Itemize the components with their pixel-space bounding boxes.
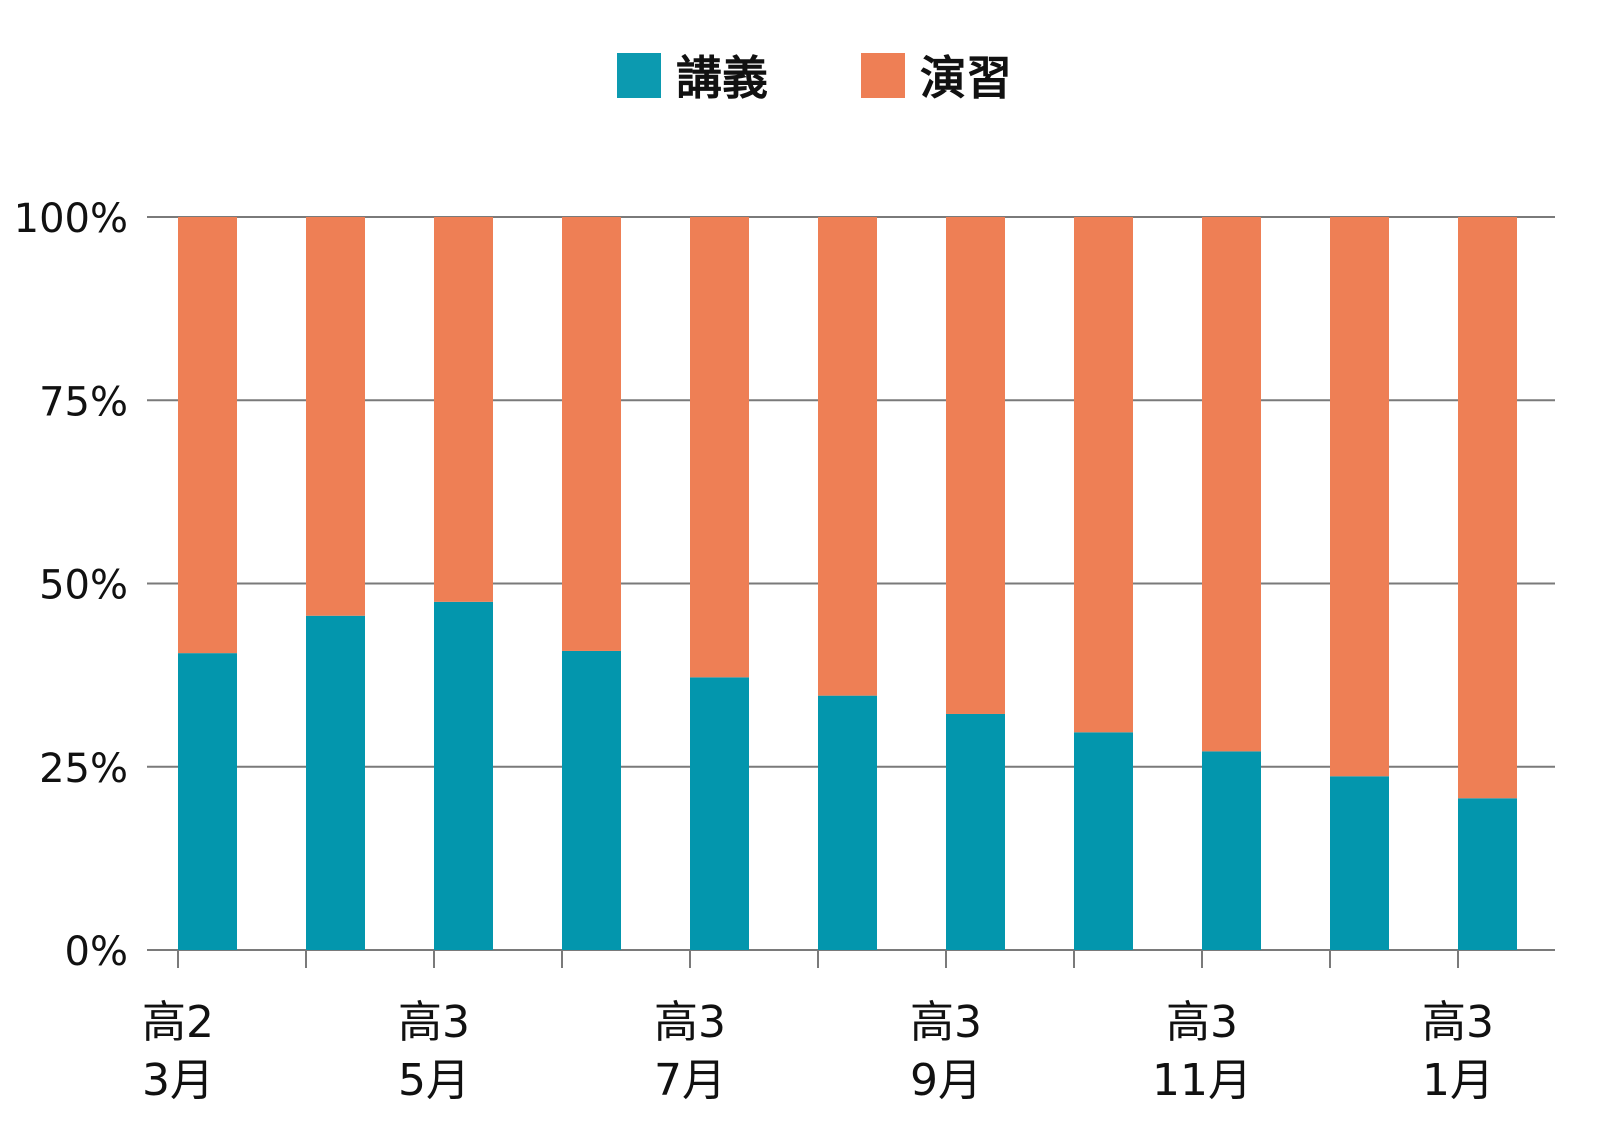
x-tick-label-line1: 高3 xyxy=(654,997,726,1048)
y-tick-label: 25% xyxy=(39,746,128,792)
legend-label-lecture: 講義 xyxy=(676,51,768,105)
bar-lecture xyxy=(818,695,877,950)
x-tick-label-line2: 3月 xyxy=(142,1055,214,1106)
x-tick-label-line1: 高3 xyxy=(1422,997,1494,1048)
x-tick-label-line2: 5月 xyxy=(398,1055,470,1106)
y-tick-label: 0% xyxy=(65,929,128,975)
x-tick-label-line1: 高3 xyxy=(1166,997,1238,1048)
bar-lecture xyxy=(434,601,493,950)
bar-lecture xyxy=(1074,732,1133,950)
x-tick-label-line2: 1月 xyxy=(1422,1055,1494,1106)
legend-swatch-exercise xyxy=(861,53,905,98)
bar-exercise xyxy=(1330,217,1389,777)
bar-exercise xyxy=(1202,217,1261,752)
bar-lecture xyxy=(306,615,365,950)
bar-exercise xyxy=(1074,217,1133,733)
bar-lecture xyxy=(1202,751,1261,950)
x-tick-label-line2: 9月 xyxy=(910,1055,982,1106)
x-tick-label-line1: 高2 xyxy=(142,997,214,1048)
bar-lecture xyxy=(690,677,749,950)
bar-exercise xyxy=(690,217,749,678)
bar-exercise xyxy=(562,217,621,651)
bar-exercise xyxy=(818,217,877,696)
bar-exercise xyxy=(306,217,365,616)
bar-exercise xyxy=(946,217,1005,714)
x-tick-label-line2: 11月 xyxy=(1152,1055,1252,1106)
bar-exercise xyxy=(434,217,493,602)
x-tick-label-line1: 高3 xyxy=(910,997,982,1048)
bar-lecture xyxy=(1458,798,1517,950)
x-tick-label-line2: 7月 xyxy=(654,1055,726,1106)
y-tick-label: 50% xyxy=(39,563,128,609)
bar-lecture xyxy=(178,653,237,950)
y-tick-label: 75% xyxy=(39,379,128,425)
bar-lecture xyxy=(1330,776,1389,950)
legend: 講義 演習 xyxy=(617,51,1012,105)
legend-label-exercise: 演習 xyxy=(920,51,1012,105)
bar-lecture xyxy=(946,713,1005,950)
bar-lecture xyxy=(562,650,621,950)
bar-exercise xyxy=(178,217,237,654)
legend-swatch-lecture xyxy=(617,53,661,98)
y-tick-label: 100% xyxy=(14,196,128,242)
x-tick-label-line1: 高3 xyxy=(398,997,470,1048)
bar-exercise xyxy=(1458,217,1517,799)
